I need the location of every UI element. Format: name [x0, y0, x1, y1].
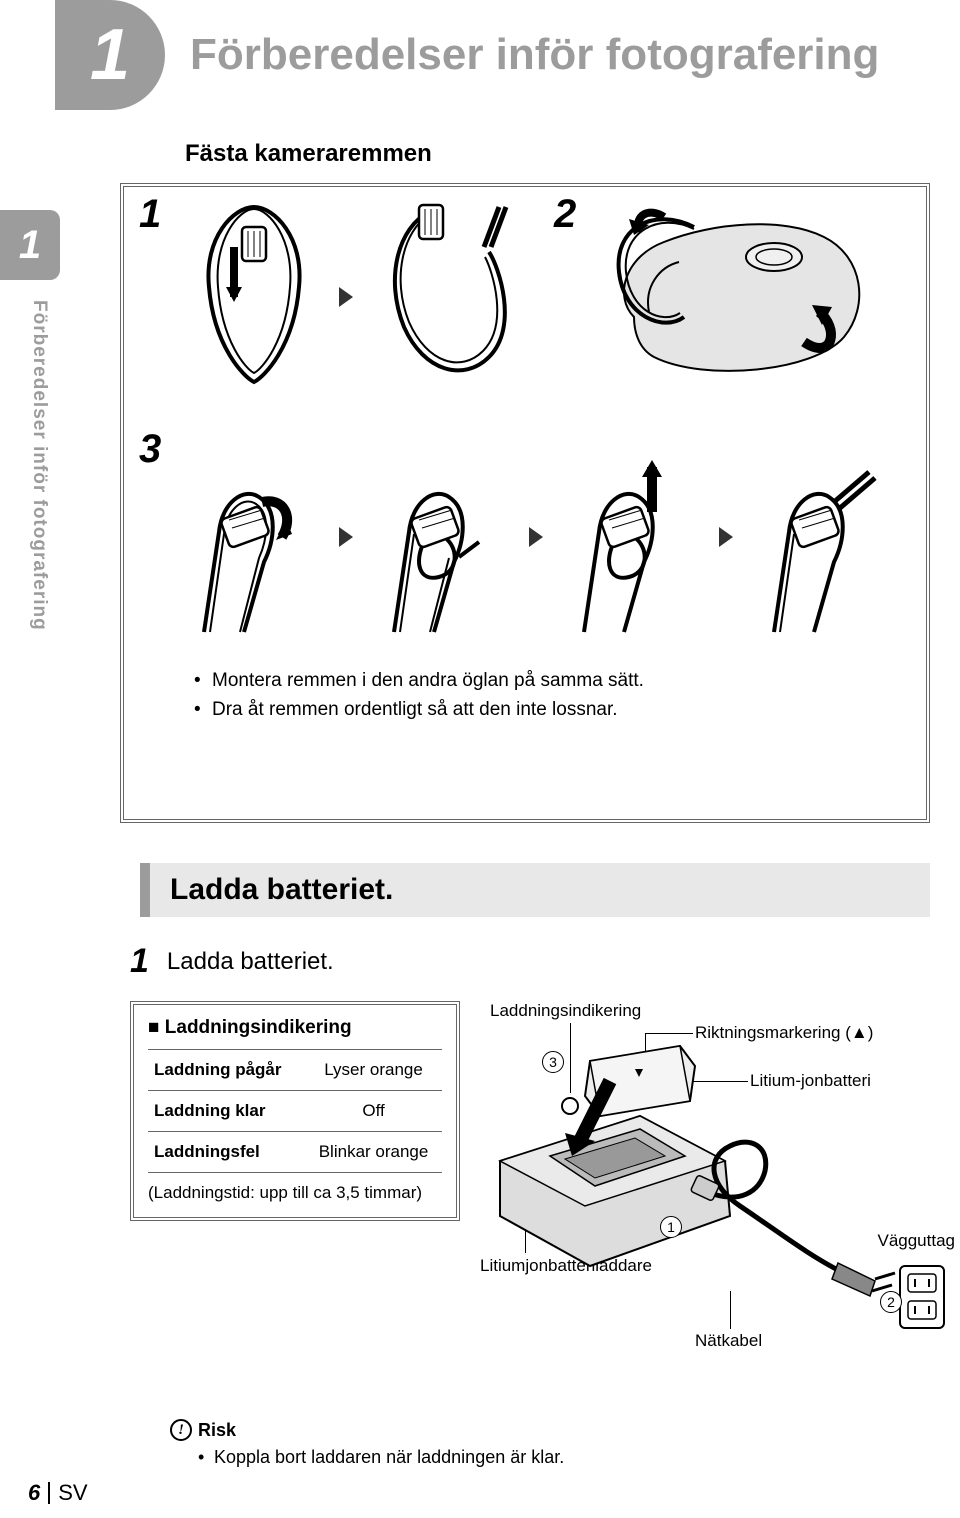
arrow-icon — [529, 527, 543, 547]
chapter-number-badge: 1 — [55, 0, 165, 110]
step-line: 1 Ladda batteriet. — [130, 942, 960, 981]
indicator-table: Laddning pågår Lyser orange Laddning kla… — [148, 1049, 442, 1173]
page-lang: SV — [58, 1480, 87, 1506]
charger-diagram: Laddningsindikering Riktningsmarkering (… — [480, 1001, 950, 1401]
section-subtitle: Fästa kameraremmen — [185, 140, 960, 168]
risk-block: ! Risk Koppla bort laddaren när laddning… — [170, 1419, 960, 1470]
indicator-light: Off — [305, 1091, 442, 1132]
side-vertical-label: Förberedelser inför fotografering — [28, 300, 50, 631]
indicator-light: Blinkar orange — [305, 1132, 442, 1173]
step-text: Ladda batteriet. — [167, 948, 334, 976]
strap-illustration-3b — [364, 442, 514, 642]
risk-heading-text: Risk — [198, 1420, 236, 1441]
circled-2: 2 — [880, 1291, 902, 1313]
diagram-note: Montera remmen i den andra öglan på samm… — [194, 667, 896, 696]
indicator-state: Laddningsfel — [148, 1132, 305, 1173]
table-row: Laddningsfel Blinkar orange — [148, 1132, 442, 1173]
strap-diagram-box: 1 2 3 — [120, 183, 930, 823]
footer-divider — [48, 1482, 50, 1504]
camera-attach-illustration — [594, 187, 884, 407]
warning-icon: ! — [170, 1419, 192, 1441]
chapter-title: Förberedelser inför fotografering — [190, 30, 879, 80]
circled-3: 3 — [542, 1051, 564, 1073]
arrow-icon — [719, 527, 733, 547]
indicator-title: Laddningsindikering — [148, 1017, 442, 1039]
indicator-box: Laddningsindikering Laddning pågår Lyser… — [130, 1001, 460, 1221]
chapter-header: 1 Förberedelser inför fotografering — [0, 0, 960, 110]
section-heading-charge: Ladda batteriet. — [140, 863, 930, 917]
circled-1: 1 — [660, 1216, 682, 1238]
indicator-light: Lyser orange — [305, 1050, 442, 1091]
arrow-icon — [339, 527, 353, 547]
diagram-step-2: 2 — [554, 192, 576, 237]
strap-illustration-3d — [744, 442, 894, 642]
indicator-state: Laddning klar — [148, 1091, 305, 1132]
step-number: 1 — [130, 942, 149, 981]
table-row: Laddning pågår Lyser orange — [148, 1050, 442, 1091]
side-tab-number: 1 — [0, 210, 60, 280]
diagram-step-1: 1 — [139, 192, 161, 237]
strap-illustration-1a — [184, 197, 324, 397]
diagram-step-3: 3 — [139, 427, 161, 472]
page-number: 6 — [28, 1480, 40, 1506]
indicator-state: Laddning pågår — [148, 1050, 305, 1091]
charge-time-note: (Laddningstid: upp till ca 3,5 timmar) — [148, 1183, 442, 1203]
risk-item: Koppla bort laddaren när laddningen är k… — [198, 1445, 960, 1470]
diagram-notes: Montera remmen i den andra öglan på samm… — [194, 667, 896, 724]
strap-illustration-3c — [554, 442, 704, 642]
strap-illustration-1b — [369, 197, 529, 397]
table-row: Laddning klar Off — [148, 1091, 442, 1132]
diagram-note: Dra åt remmen ordentligt så att den inte… — [194, 696, 896, 725]
strap-illustration-3a — [174, 442, 324, 642]
risk-heading: ! Risk — [170, 1419, 960, 1441]
arrow-icon — [339, 287, 353, 307]
page-footer: 6 SV — [28, 1480, 88, 1506]
